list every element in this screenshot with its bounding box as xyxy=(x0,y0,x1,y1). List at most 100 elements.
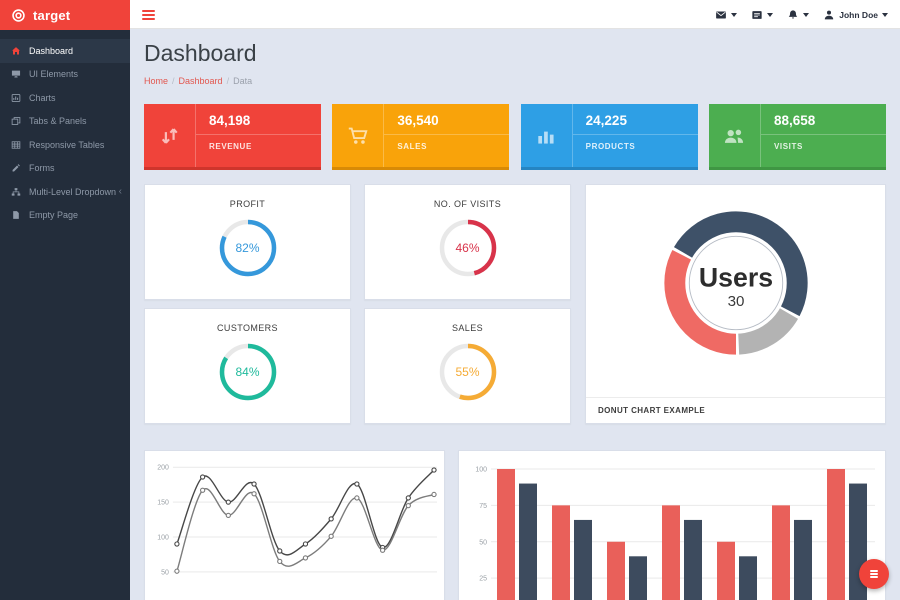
stat-card-revenue[interactable]: 84,198 REVENUE xyxy=(144,104,321,170)
donut-center-label: Users xyxy=(698,263,772,293)
brand-logo[interactable]: target xyxy=(0,0,130,30)
sidebar-item-label: UI Elements xyxy=(29,69,79,80)
gauge-title: PROFIT xyxy=(229,199,266,209)
sidebar-item-label: Tabs & Panels xyxy=(29,116,87,127)
tasks-icon xyxy=(752,10,762,19)
breadcrumb-dashboard[interactable]: Dashboard xyxy=(178,76,223,86)
svg-text:100: 100 xyxy=(157,534,169,541)
bottom-row: 200 150 100 50 100 75 50 25 xyxy=(144,450,886,600)
sidebar-item-multi-level-dropdown[interactable]: Multi-Level Dropdown ‹ xyxy=(0,180,130,204)
sidebar-nav: Dashboard UI Elements Charts Tabs & Pane… xyxy=(0,30,130,227)
sidebar-item-label: Charts xyxy=(29,92,56,103)
sidebar-item-charts[interactable]: Charts xyxy=(0,86,130,110)
customers-gauge: 84% xyxy=(217,341,279,403)
user-icon xyxy=(825,10,834,19)
sidebar-item-label: Multi-Level Dropdown xyxy=(29,186,117,197)
breadcrumb: Home / Dashboard / Data xyxy=(144,76,886,86)
sidebar: target Dashboard UI Elements Charts Tabs… xyxy=(0,0,130,600)
pencil-icon xyxy=(12,164,20,172)
arrows-sort-icon xyxy=(144,104,196,167)
sidebar-item-ui-elements[interactable]: UI Elements xyxy=(0,63,130,87)
breadcrumb-current: Data xyxy=(233,76,253,86)
user-name: John Doe xyxy=(839,9,878,20)
svg-text:25: 25 xyxy=(479,576,487,583)
line-chart: 200 150 100 50 xyxy=(157,465,438,576)
file-icon xyxy=(13,211,19,220)
sidebar-item-forms[interactable]: Forms xyxy=(0,157,130,181)
sidebar-item-label: Empty Page xyxy=(29,210,79,221)
breadcrumb-separator: / xyxy=(226,76,230,86)
desktop-icon xyxy=(11,70,21,78)
caret-down-icon xyxy=(803,12,810,17)
gauge-card-profit: PROFIT 82% xyxy=(144,184,351,300)
gauge-card-sales: SALES 55% xyxy=(364,308,571,424)
donut-center-value: 30 xyxy=(727,293,744,310)
gauge-title: NO. OF VISITS xyxy=(433,199,502,209)
caret-down-icon xyxy=(731,12,738,17)
sidebar-toggle-button[interactable] xyxy=(142,10,155,22)
svg-text:100: 100 xyxy=(475,467,487,474)
gauge-card-visits: NO. OF VISITS 46% xyxy=(364,184,571,300)
stat-value: 88,658 xyxy=(760,104,886,135)
bar-chart-icon xyxy=(521,104,573,167)
profit-gauge: 82% xyxy=(217,217,279,279)
gauge-card-customers: CUSTOMERS 84% xyxy=(144,308,351,424)
gauge-percent: 82% xyxy=(235,241,260,255)
stat-label: PRODUCTS xyxy=(585,142,636,151)
stat-label: VISITS xyxy=(773,142,803,151)
tasks-dropdown[interactable] xyxy=(751,9,774,21)
middle-row: PROFIT 82% NO. OF VISITS 46% CUSTOMERS 8… xyxy=(144,184,886,424)
gauge-title: CUSTOMERS xyxy=(217,323,278,333)
gauge-title: SALES xyxy=(451,323,484,333)
bar-chart-card: 100 75 50 25 xyxy=(458,450,886,600)
page-title: Dashboard xyxy=(144,40,257,66)
svg-text:50: 50 xyxy=(479,539,487,546)
svg-text:50: 50 xyxy=(161,569,169,576)
chart-image-icon xyxy=(11,93,21,102)
donut-chart-card: Users 30 DONUT CHART EXAMPLE xyxy=(585,184,886,424)
menu-icon xyxy=(870,569,878,579)
messages-dropdown[interactable] xyxy=(715,9,738,21)
sidebar-item-label: Forms xyxy=(29,163,55,174)
chevron-left-icon: ‹ xyxy=(118,186,122,198)
user-menu[interactable]: John Doe xyxy=(823,9,888,21)
sidebar-item-label: Dashboard xyxy=(29,45,74,56)
home-icon xyxy=(12,46,20,55)
sidebar-item-tabs-panels[interactable]: Tabs & Panels xyxy=(0,110,130,134)
notifications-dropdown[interactable] xyxy=(787,9,810,21)
topbar: John Doe xyxy=(130,0,900,29)
brand-name: target xyxy=(33,7,71,23)
svg-text:75: 75 xyxy=(479,503,487,510)
stat-card-products[interactable]: 24,225 PRODUCTS xyxy=(520,104,698,170)
stat-card-sales[interactable]: 36,540 SALES xyxy=(332,104,510,170)
stat-label: REVENUE xyxy=(209,142,252,151)
sidebar-item-dashboard[interactable]: Dashboard xyxy=(0,39,130,63)
sidebar-item-empty-page[interactable]: Empty Page xyxy=(0,204,130,228)
svg-text:200: 200 xyxy=(157,465,169,472)
cart-icon xyxy=(332,104,385,167)
stat-card-visits[interactable]: 88,658 VISITS xyxy=(708,104,886,170)
users-icon xyxy=(709,104,761,167)
svg-text:150: 150 xyxy=(157,500,169,507)
gauge-percent: 55% xyxy=(455,365,480,379)
table-icon xyxy=(11,141,21,149)
bar-chart: 100 75 50 25 xyxy=(475,467,875,600)
line-chart-card: 200 150 100 50 xyxy=(144,450,445,600)
breadcrumb-home[interactable]: Home xyxy=(144,76,169,86)
gauge-grid: PROFIT 82% NO. OF VISITS 46% CUSTOMERS 8… xyxy=(144,184,571,424)
envelope-icon xyxy=(716,10,727,19)
window-icon xyxy=(11,117,21,126)
sales-gauge: 55% xyxy=(437,341,499,403)
gauge-percent: 84% xyxy=(235,365,260,379)
stat-value: 24,225 xyxy=(572,104,698,135)
floating-menu-button[interactable] xyxy=(859,559,889,589)
visits-gauge: 46% xyxy=(437,217,499,279)
donut-chart: Users 30 xyxy=(586,185,885,372)
stat-value: 84,198 xyxy=(196,104,321,135)
sidebar-item-responsive-tables[interactable]: Responsive Tables xyxy=(0,133,130,157)
stat-label: SALES xyxy=(397,142,427,151)
donut-chart-title: DONUT CHART EXAMPLE xyxy=(586,397,885,423)
sidebar-item-label: Responsive Tables xyxy=(29,139,105,150)
breadcrumb-separator: / xyxy=(172,76,175,86)
stats-row: 84,198 REVENUE 36,540 SALES 24,225 PRODU… xyxy=(144,104,886,170)
